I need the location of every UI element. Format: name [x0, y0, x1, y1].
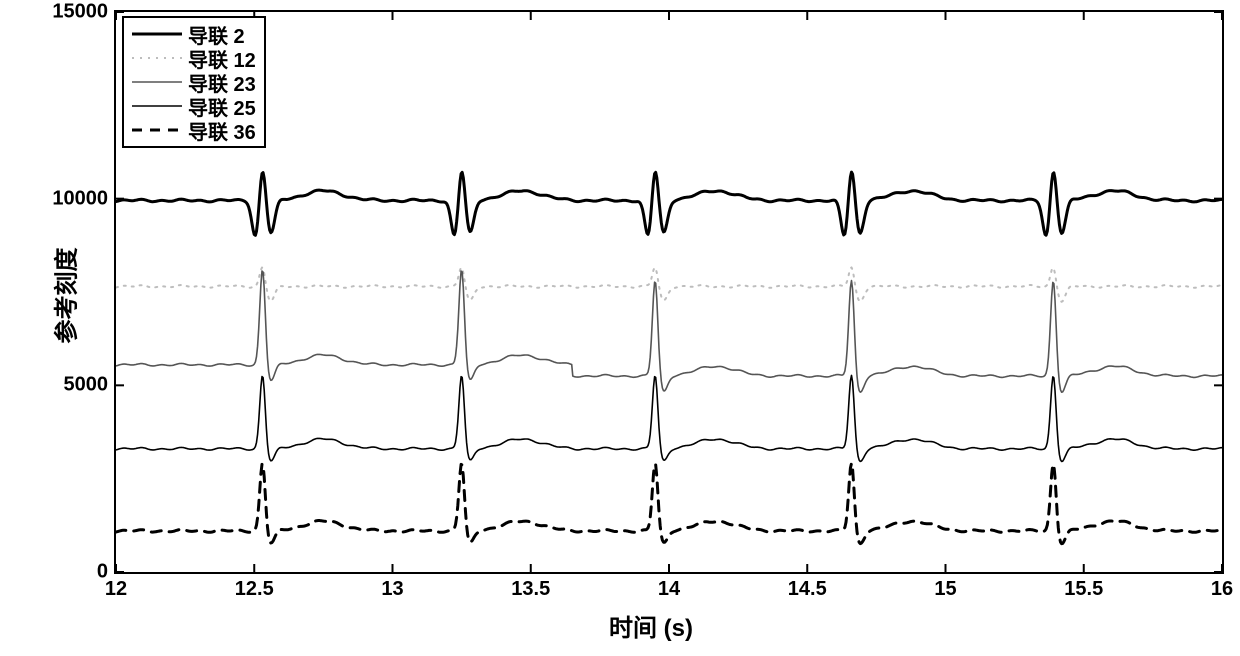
y-axis-label: 参考刻度 [47, 248, 82, 344]
legend-row: 导联 23 [132, 70, 256, 94]
y-tick-label: 0 [97, 561, 108, 584]
legend-swatch [132, 120, 182, 140]
y-tick-label: 15000 [52, 1, 108, 24]
legend-row: 导联 36 [132, 118, 256, 142]
legend-swatch [132, 96, 182, 116]
x-tick-label: 14 [658, 578, 680, 601]
x-axis-label: 时间 (s) [609, 608, 693, 643]
x-tick-label: 14.5 [788, 578, 827, 601]
chart-container: 参考刻度 时间 (s) 导联 2导联 12导联 23导联 25导联 36 12 1… [0, 0, 1240, 656]
legend-row: 导联 12 [132, 46, 256, 70]
x-tick-label: 15 [934, 578, 956, 601]
x-tick-label: 12.5 [235, 578, 274, 601]
legend: 导联 2导联 12导联 23导联 25导联 36 [122, 16, 266, 148]
series-line [116, 267, 1222, 301]
series-line [116, 463, 1222, 544]
y-tick-label: 10000 [52, 187, 108, 210]
x-tick-label: 13.5 [511, 578, 550, 601]
x-tick-label: 15.5 [1064, 578, 1103, 601]
x-tick-label: 16 [1211, 578, 1233, 601]
legend-swatch [132, 48, 182, 68]
plot-area [116, 12, 1222, 572]
plot-svg [116, 12, 1222, 572]
x-tick-label: 12 [105, 578, 127, 601]
series-line [116, 172, 1222, 235]
x-tick-label: 13 [381, 578, 403, 601]
legend-label: 导联 36 [188, 116, 256, 145]
series-line [116, 375, 1222, 461]
legend-row: 导联 25 [132, 94, 256, 118]
legend-swatch [132, 72, 182, 92]
y-tick-label: 5000 [64, 374, 109, 397]
legend-row: 导联 2 [132, 22, 256, 46]
legend-swatch [132, 24, 182, 44]
series-line [116, 271, 1222, 392]
